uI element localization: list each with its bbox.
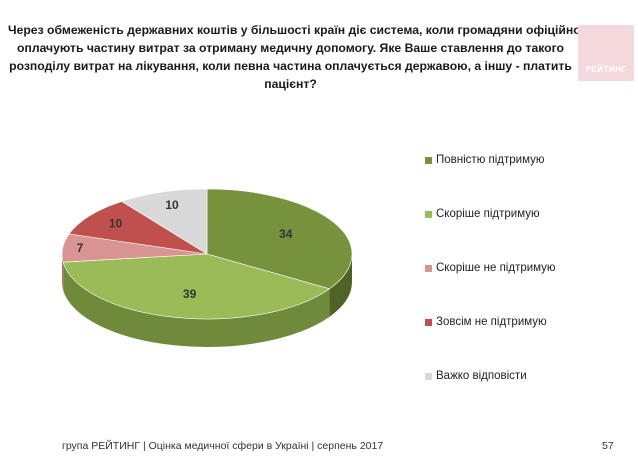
pie-top <box>61 188 353 320</box>
page-number: 57 <box>602 440 614 452</box>
legend-label: Скоріше підтримую <box>436 208 540 220</box>
data-label-hard-to-say: 10 <box>165 198 179 212</box>
legend-swatch <box>425 210 432 218</box>
legend-label: Важко відповісти <box>436 370 527 382</box>
pie-slice-rather-support <box>62 253 331 320</box>
legend-swatch <box>425 318 432 326</box>
pie-side-fully-support <box>329 254 352 317</box>
data-label-fully-support: 34 <box>279 227 293 241</box>
logo-text: РЕЙТИНГ <box>585 65 627 74</box>
rating-logo: РЕЙТИНГ <box>578 25 634 81</box>
title-line-1: Через обмеженість державних коштів у біл… <box>8 23 581 37</box>
pie-slice-fully-support <box>206 188 353 290</box>
legend-swatch <box>425 264 432 272</box>
chart-legend: Повністю підтримую Скоріше підтримую Ско… <box>425 152 625 422</box>
pie-side-rather-not-support <box>62 254 64 291</box>
title-line-4: пацієнт? <box>264 77 317 91</box>
legend-item-rather-support: Скоріше підтримую <box>425 206 625 222</box>
pie-sides <box>62 254 352 348</box>
data-label-not-support-at-all: 10 <box>109 216 123 230</box>
legend-item-not-support-at-all: Зовсім не підтримую <box>425 314 625 330</box>
chart-title: Через обмеженість державних коштів у біл… <box>8 21 581 93</box>
legend-label: Скоріше не підтримую <box>436 262 556 274</box>
pie-side-rather-support <box>63 262 330 348</box>
legend-item-hard-to-say: Важко відповісти <box>425 368 625 384</box>
legend-label: Зовсім не підтримую <box>436 316 547 328</box>
pie-slice-hard-to-say <box>121 188 208 255</box>
data-label-rather-not-support: 7 <box>77 241 84 255</box>
pie-data-labels: 34 39 7 10 10 <box>77 198 293 301</box>
title-line-3: розподілу витрат на лікування, коли певн… <box>9 59 572 73</box>
legend-swatch <box>425 372 432 380</box>
footer-text: група РЕЙТИНГ | Оцінка медичної сфери в … <box>62 440 384 452</box>
legend-item-rather-not-support: Скоріше не підтримую <box>425 260 625 276</box>
legend-label: Повністю підтримую <box>436 154 545 166</box>
legend-item-fully-support: Повністю підтримую <box>425 152 625 168</box>
data-label-rather-support: 39 <box>183 287 197 301</box>
title-line-2: оплачують частину витрат за отриману мед… <box>17 41 564 55</box>
legend-swatch <box>425 156 432 164</box>
pie-slice-not-support-at-all <box>68 201 208 255</box>
